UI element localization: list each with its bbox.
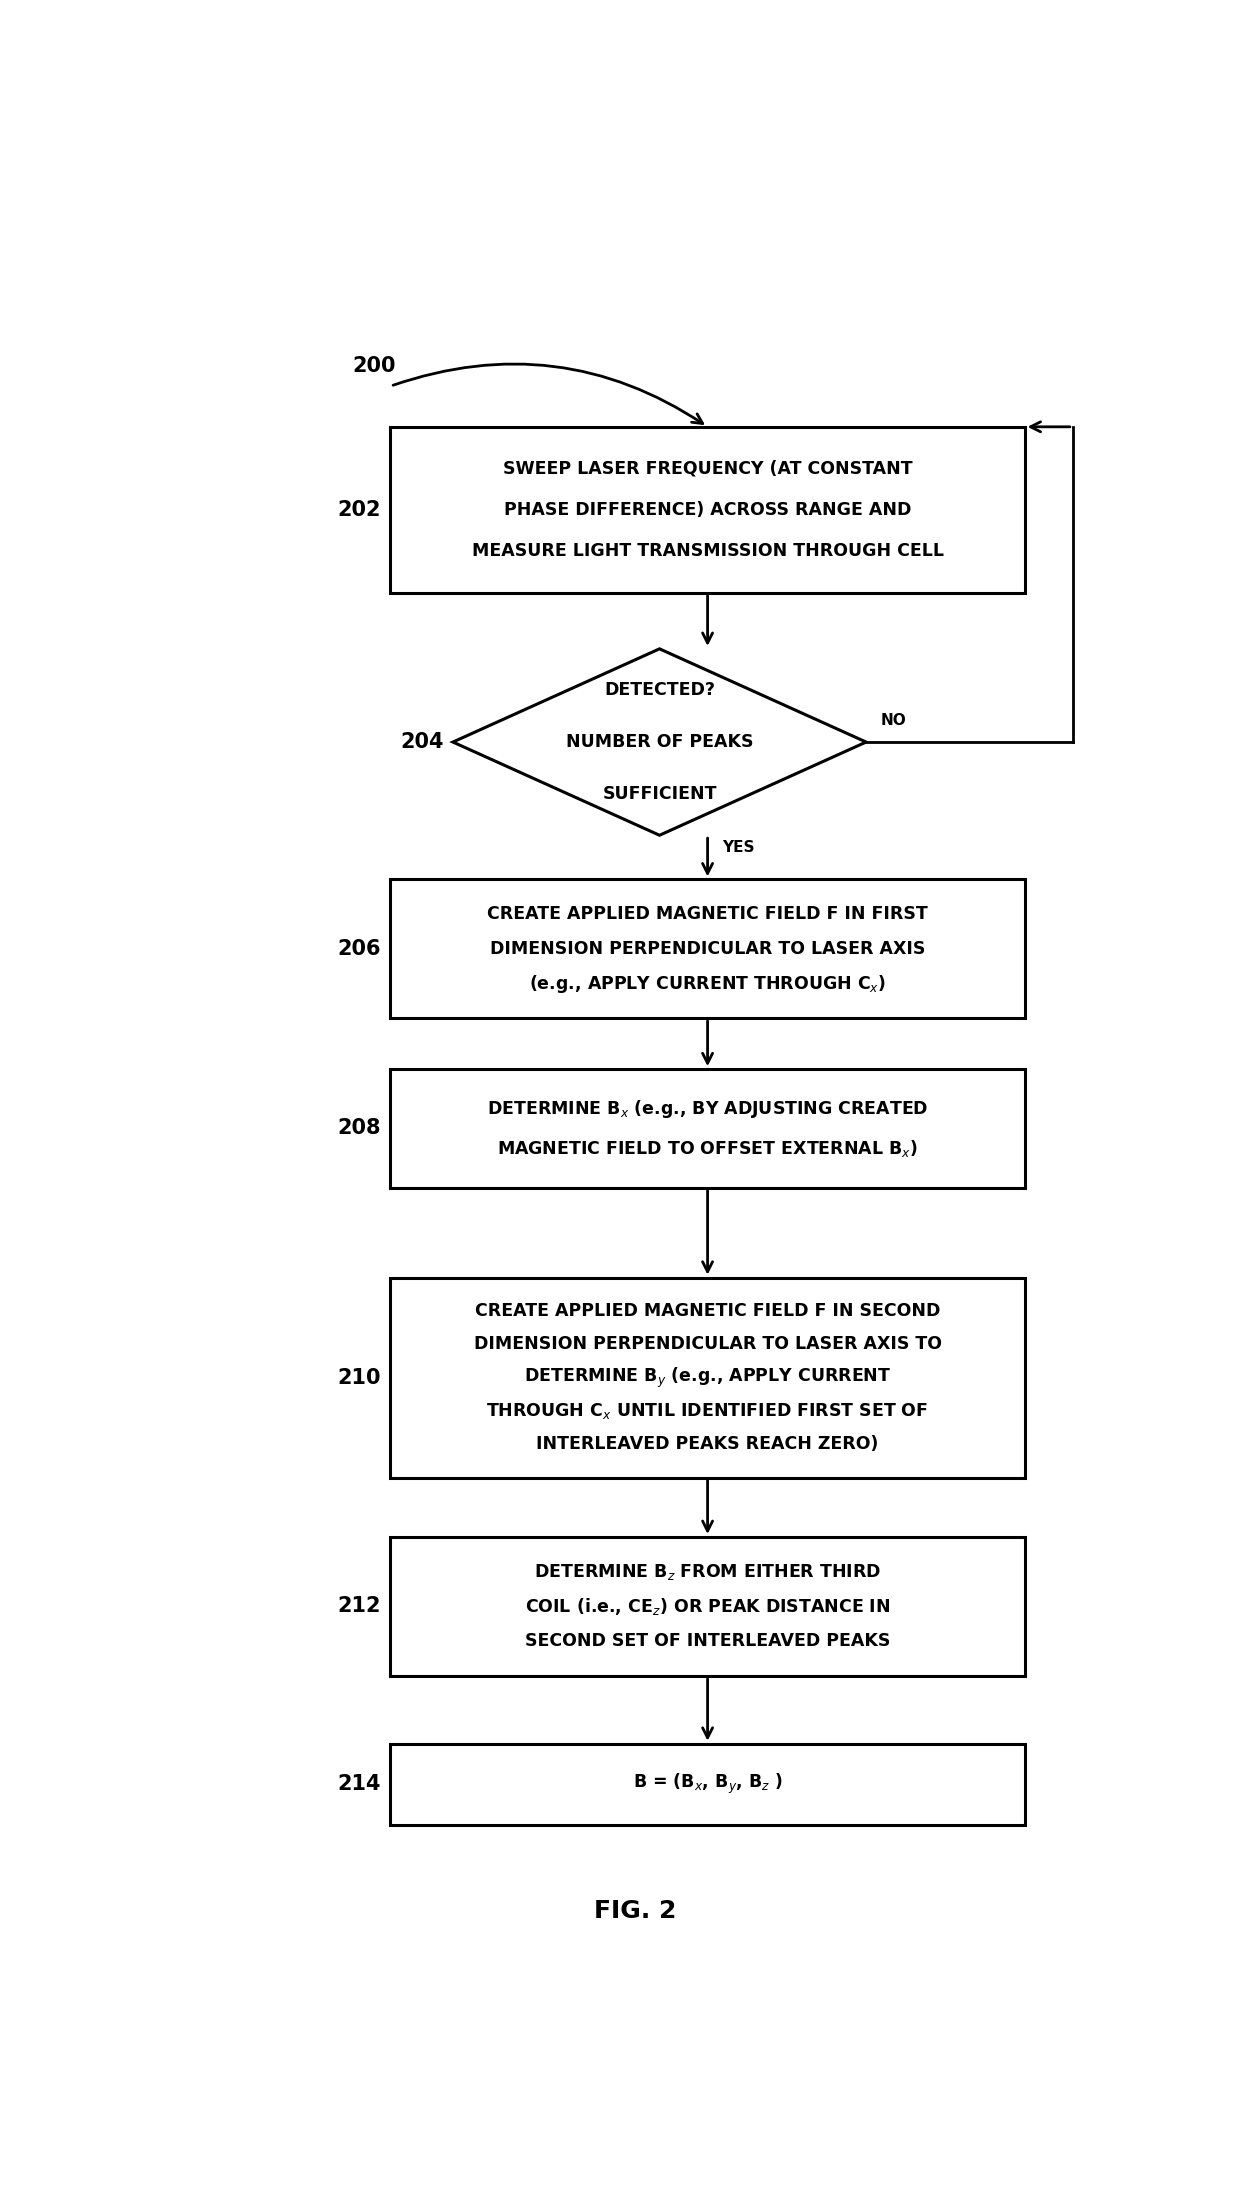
Text: SUFFICIENT: SUFFICIENT [603, 786, 717, 803]
Text: (e.g., APPLY CURRENT THROUGH C$_{x}$): (e.g., APPLY CURRENT THROUGH C$_{x}$) [529, 973, 887, 995]
Text: PHASE DIFFERENCE) ACROSS RANGE AND: PHASE DIFFERENCE) ACROSS RANGE AND [503, 502, 911, 519]
Text: NUMBER OF PEAKS: NUMBER OF PEAKS [565, 733, 753, 751]
Text: DIMENSION PERPENDICULAR TO LASER AXIS: DIMENSION PERPENDICULAR TO LASER AXIS [490, 940, 925, 957]
Text: THROUGH C$_{x}$ UNTIL IDENTIFIED FIRST SET OF: THROUGH C$_{x}$ UNTIL IDENTIFIED FIRST S… [486, 1400, 929, 1422]
Text: SECOND SET OF INTERLEAVED PEAKS: SECOND SET OF INTERLEAVED PEAKS [525, 1633, 890, 1651]
Text: DETECTED?: DETECTED? [604, 680, 715, 700]
Text: DETERMINE B$_{z}$ FROM EITHER THIRD: DETERMINE B$_{z}$ FROM EITHER THIRD [534, 1563, 882, 1583]
Text: INTERLEAVED PEAKS REACH ZERO): INTERLEAVED PEAKS REACH ZERO) [537, 1435, 879, 1453]
Text: 202: 202 [337, 500, 381, 519]
Text: NO: NO [880, 713, 906, 729]
Text: DETERMINE B$_{y}$ (e.g., APPLY CURRENT: DETERMINE B$_{y}$ (e.g., APPLY CURRENT [525, 1365, 892, 1389]
Text: FIG. 2: FIG. 2 [594, 1899, 677, 1924]
Text: 206: 206 [337, 940, 381, 960]
Text: YES: YES [722, 841, 754, 856]
FancyBboxPatch shape [391, 1277, 1024, 1477]
FancyBboxPatch shape [391, 880, 1024, 1019]
Text: MEASURE LIGHT TRANSMISSION THROUGH CELL: MEASURE LIGHT TRANSMISSION THROUGH CELL [471, 541, 944, 561]
Text: 208: 208 [337, 1118, 381, 1138]
FancyBboxPatch shape [391, 427, 1024, 592]
Text: DETERMINE B$_{x}$ (e.g., BY ADJUSTING CREATED: DETERMINE B$_{x}$ (e.g., BY ADJUSTING CR… [487, 1098, 929, 1120]
Polygon shape [453, 649, 866, 834]
Text: 212: 212 [337, 1596, 381, 1616]
Text: 210: 210 [337, 1367, 381, 1387]
Text: B = (B$_{x}$, B$_{y}$, B$_{z}$ ): B = (B$_{x}$, B$_{y}$, B$_{z}$ ) [632, 1772, 782, 1796]
Text: COIL (i.e., CE$_{z}$) OR PEAK DISTANCE IN: COIL (i.e., CE$_{z}$) OR PEAK DISTANCE I… [525, 1596, 890, 1618]
Text: SWEEP LASER FREQUENCY (AT CONSTANT: SWEEP LASER FREQUENCY (AT CONSTANT [502, 460, 913, 478]
FancyBboxPatch shape [391, 1743, 1024, 1825]
FancyBboxPatch shape [391, 1536, 1024, 1675]
Text: 204: 204 [401, 733, 444, 753]
Text: DIMENSION PERPENDICULAR TO LASER AXIS TO: DIMENSION PERPENDICULAR TO LASER AXIS TO [474, 1336, 941, 1354]
FancyBboxPatch shape [391, 1070, 1024, 1189]
Text: CREATE APPLIED MAGNETIC FIELD F IN SECOND: CREATE APPLIED MAGNETIC FIELD F IN SECON… [475, 1303, 940, 1321]
Text: MAGNETIC FIELD TO OFFSET EXTERNAL B$_{x}$): MAGNETIC FIELD TO OFFSET EXTERNAL B$_{x}… [497, 1138, 918, 1158]
Text: 200: 200 [352, 357, 396, 376]
Text: 214: 214 [337, 1774, 381, 1794]
Text: CREATE APPLIED MAGNETIC FIELD F IN FIRST: CREATE APPLIED MAGNETIC FIELD F IN FIRST [487, 905, 928, 922]
